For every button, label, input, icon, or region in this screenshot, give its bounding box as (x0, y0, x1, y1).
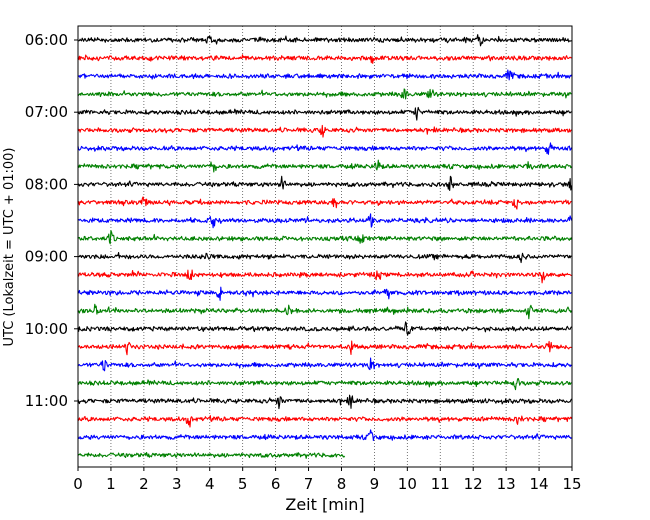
trace-0915 (77, 269, 572, 284)
plot-frame (77, 25, 573, 468)
trace-0715 (77, 124, 572, 138)
trace-0815 (77, 196, 572, 210)
trace-1115 (77, 415, 573, 428)
x-tick-label: 2 (139, 475, 149, 493)
trace-1130 (77, 429, 572, 442)
x-tick-label: 0 (73, 475, 83, 493)
x-axis-label: Zeit [min] (285, 495, 364, 514)
x-tick-label: 4 (205, 475, 215, 493)
trace-0600 (77, 34, 572, 47)
y-tick-label: 10:00 (25, 320, 68, 338)
y-tick-label: 09:00 (25, 248, 68, 266)
trace-0730 (77, 142, 573, 155)
trace-0830 (77, 213, 573, 229)
trace-0800 (77, 175, 573, 191)
trace-0745 (77, 159, 572, 173)
y-tick-label: 07:00 (25, 103, 68, 121)
trace-0845 (77, 230, 573, 245)
y-axis-ticks: 06:00 07:00 08:00 09:00 10:00 11:00 (25, 31, 78, 410)
x-tick-label: 15 (562, 475, 581, 493)
x-tick-label: 9 (370, 475, 380, 493)
x-tick-label: 11 (431, 475, 450, 493)
x-tick-label: 5 (238, 475, 248, 493)
trace-0930 (77, 286, 572, 301)
trace-1145 (77, 451, 346, 459)
y-tick-label: 08:00 (25, 175, 68, 193)
x-tick-label: 6 (271, 475, 281, 493)
trace-0945 (77, 303, 573, 320)
x-tick-label: 1 (106, 475, 116, 493)
x-tick-label: 7 (304, 475, 314, 493)
y-tick-label: 06:00 (25, 31, 68, 49)
x-tick-label: 3 (172, 475, 182, 493)
trace-1015 (77, 340, 572, 356)
x-axis-ticks: 0 1 2 3 4 5 6 7 8 9 10 11 12 13 14 15 (73, 467, 582, 493)
y-axis-label: UTC (Lokalzeit = UTC + 01:00) (2, 148, 17, 347)
trace-1000 (77, 321, 572, 336)
trace-0615 (77, 54, 572, 64)
x-tick-label: 10 (398, 475, 417, 493)
plot-area (78, 26, 572, 467)
trace-0645 (77, 88, 572, 100)
trace-1045 (77, 377, 572, 391)
trace-0700 (77, 106, 572, 121)
x-tick-label: 13 (497, 475, 516, 493)
trace-1030 (77, 357, 572, 372)
x-tick-label: 8 (337, 475, 347, 493)
y-tick-label: 11:00 (25, 392, 68, 410)
seismogram-traces (77, 34, 573, 459)
trace-0630 (77, 69, 572, 81)
trace-0900 (77, 251, 572, 264)
trace-1100 (77, 394, 572, 410)
x-tick-label: 14 (530, 475, 549, 493)
x-tick-label: 12 (464, 475, 483, 493)
